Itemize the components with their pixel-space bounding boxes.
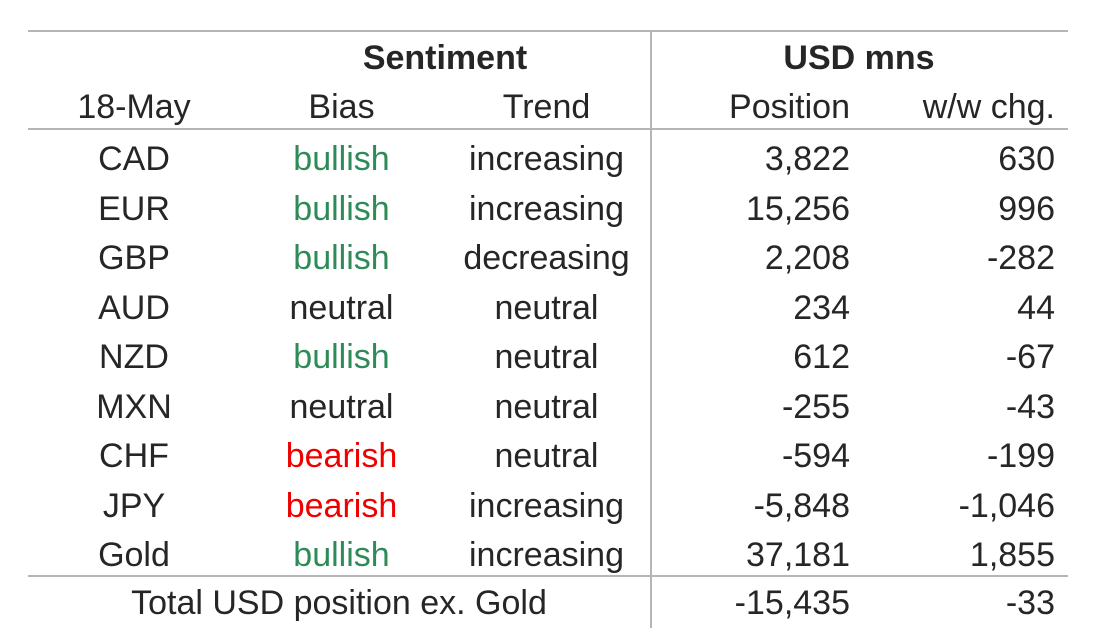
trend-cell: increasing [469, 140, 624, 178]
change-cell: 1,855 [969, 536, 1055, 574]
usd-group-header: USD mns [783, 39, 935, 77]
table-row: Gold bullish increasing 37,181 1,855 [28, 530, 1068, 580]
position-cell: 15,256 [746, 189, 850, 228]
trend-column-header: Trend [502, 88, 591, 126]
table-row: NZD bullish neutral 612 -67 [28, 332, 1068, 382]
trend-cell: decreasing [463, 239, 630, 277]
total-row: Total USD position ex. Gold -15,435 -33 [28, 578, 1068, 628]
position-cell: 612 [793, 338, 850, 376]
change-cell: 996 [998, 189, 1055, 228]
total-position: -15,435 [734, 584, 850, 622]
table-row: AUD neutral neutral 234 44 [28, 283, 1068, 333]
position-column-header: Position [729, 88, 850, 126]
table-row: CHF bearish neutral -594 -199 [28, 431, 1068, 481]
trend-cell: neutral [494, 288, 599, 327]
currency-cell: GBP [98, 239, 170, 277]
position-cell: 234 [793, 288, 850, 327]
bias-cell: bullish [293, 239, 390, 277]
change-cell: 44 [1017, 288, 1055, 327]
currency-cell: CAD [98, 140, 170, 178]
table-top-rule [28, 30, 1068, 32]
trend-cell: neutral [494, 338, 599, 376]
bias-cell: bearish [285, 486, 398, 525]
bias-cell: bullish [293, 140, 390, 178]
column-divider [650, 30, 652, 628]
change-cell: -67 [1005, 338, 1055, 376]
currency-cell: JPY [102, 486, 166, 525]
bias-cell: bullish [293, 536, 390, 574]
currency-cell: EUR [98, 189, 170, 228]
table-row: JPY bearish increasing -5,848 -1,046 [28, 481, 1068, 531]
bias-cell: bearish [285, 437, 398, 475]
currency-cell: AUD [98, 288, 170, 327]
change-cell: 630 [998, 140, 1055, 178]
change-cell: -282 [986, 239, 1055, 277]
trend-cell: increasing [469, 536, 624, 574]
bias-column-header: Bias [308, 88, 375, 126]
trend-cell: increasing [469, 486, 624, 525]
table-row: GBP bullish decreasing 2,208 -282 [28, 233, 1068, 283]
group-header-row: Sentiment USD mns [28, 32, 1068, 82]
currency-cell: NZD [99, 338, 169, 376]
positioning-table: Sentiment USD mns 18-May Bias Trend Posi… [28, 30, 1068, 630]
bias-cell: neutral [289, 288, 394, 327]
sentiment-group-header: Sentiment [362, 39, 528, 77]
total-rule [28, 575, 1068, 577]
bias-cell: bullish [293, 338, 390, 376]
currency-cell: CHF [99, 437, 169, 475]
column-header-row: 18-May Bias Trend Position w/w chg. [28, 82, 1068, 132]
currency-cell: Gold [98, 536, 170, 574]
position-cell: -594 [781, 437, 850, 475]
position-cell: 3,822 [764, 140, 850, 178]
bias-cell: neutral [289, 387, 394, 426]
date-column-header: 18-May [77, 88, 191, 126]
table-row: EUR bullish increasing 15,256 996 [28, 184, 1068, 234]
header-rule [28, 128, 1068, 130]
change-cell: -199 [986, 437, 1055, 475]
position-cell: -255 [781, 387, 850, 426]
currency-cell: MXN [96, 387, 172, 426]
position-cell: 37,181 [746, 536, 850, 574]
change-column-header: w/w chg. [922, 88, 1055, 126]
table-row: CAD bullish increasing 3,822 630 [28, 134, 1068, 184]
change-cell: -43 [1005, 387, 1055, 426]
total-change: -33 [1005, 584, 1055, 622]
total-label: Total USD position ex. Gold [131, 584, 547, 622]
position-cell: 2,208 [764, 239, 850, 277]
position-cell: -5,848 [753, 486, 850, 525]
trend-cell: neutral [494, 387, 599, 426]
table-row: MXN neutral neutral -255 -43 [28, 382, 1068, 432]
trend-cell: increasing [469, 189, 624, 228]
bias-cell: bullish [293, 189, 390, 228]
change-cell: -1,046 [958, 486, 1055, 525]
trend-cell: neutral [494, 437, 599, 475]
